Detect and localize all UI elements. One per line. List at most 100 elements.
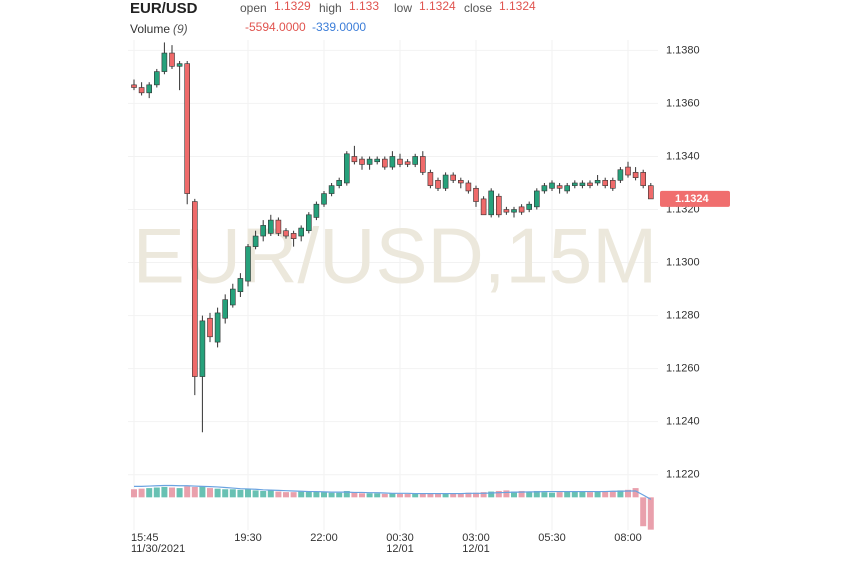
candle-body — [351, 156, 358, 163]
volume-bar — [526, 491, 533, 498]
candle-body — [632, 172, 639, 178]
volume-bar — [594, 491, 601, 498]
legend-value: 1.1324 — [419, 0, 456, 13]
candle-body — [579, 182, 586, 186]
volume-bar — [640, 497, 647, 527]
candle-body — [617, 169, 624, 181]
y-tick-label: 1.1380 — [666, 44, 700, 56]
candle-body — [214, 312, 221, 343]
y-tick-label: 1.1260 — [666, 363, 700, 375]
candle-body — [252, 235, 259, 247]
volume-bar — [207, 488, 213, 498]
candle-body — [389, 156, 396, 168]
volume-bar — [450, 493, 457, 498]
volume-bar — [511, 491, 517, 498]
volume-bar — [564, 491, 571, 498]
volume-bar — [283, 492, 289, 498]
candle-body — [419, 156, 426, 173]
volume-bar — [222, 489, 229, 498]
volume-bar — [161, 486, 168, 498]
volume-bar — [153, 487, 160, 498]
volume-bar — [397, 493, 403, 498]
volume-period: (9) — [173, 22, 188, 36]
candle-body — [176, 63, 183, 67]
volume-bar — [412, 493, 419, 498]
candle-body — [488, 190, 495, 216]
candle-body — [199, 320, 206, 377]
x-date-label: 12/01 — [462, 543, 490, 555]
candle-body — [366, 158, 373, 165]
candle-body — [602, 180, 609, 186]
volume-bar — [260, 490, 267, 498]
legend-label: open — [240, 1, 267, 15]
legend-value: 1.1329 — [274, 0, 311, 13]
volume-bar — [245, 488, 251, 498]
candle-body — [336, 180, 343, 186]
candle-body — [412, 156, 419, 165]
candle-body — [473, 187, 479, 202]
y-tick-label: 1.1220 — [666, 469, 700, 481]
volume-bar — [199, 486, 206, 498]
x-date-label: 12/01 — [386, 543, 414, 555]
volume-bar — [419, 493, 426, 498]
volume-bar — [138, 488, 145, 498]
volume-bar — [488, 491, 495, 498]
candle-body — [435, 180, 441, 189]
volume-ma-line — [134, 484, 652, 500]
candle-body — [594, 180, 601, 184]
volume-bar — [587, 492, 593, 498]
volume-bar — [298, 491, 305, 498]
volume-bar — [533, 490, 540, 498]
y-tick-label: 1.1280 — [666, 309, 700, 321]
legend-value: 1.1324 — [499, 0, 536, 13]
volume-bar — [366, 493, 373, 498]
volume-bar — [632, 488, 639, 498]
volume-bar — [267, 490, 274, 498]
candle-body — [526, 203, 533, 210]
candle-body — [275, 219, 282, 234]
x-tick-label: 00:30 — [386, 532, 414, 544]
volume-bar — [609, 490, 616, 498]
candle-body — [169, 52, 175, 67]
candle-body — [321, 193, 327, 205]
candle-body — [222, 299, 228, 319]
volume-bar — [290, 492, 297, 498]
volume-bar — [351, 492, 358, 498]
candle-body — [503, 209, 510, 213]
candle-body — [359, 158, 365, 165]
volume-bar — [503, 490, 510, 498]
volume-bar — [571, 491, 578, 498]
candle-body — [397, 158, 403, 165]
legend-value: 1.133 — [349, 0, 379, 13]
candle-body — [290, 233, 297, 239]
candle-body — [131, 84, 137, 88]
volume-bar — [404, 493, 411, 498]
candle-body — [230, 288, 236, 306]
candle-body — [192, 201, 198, 377]
candle-body — [184, 63, 190, 194]
candle-body — [381, 158, 388, 168]
candle-body — [343, 153, 350, 184]
volume-bar — [427, 493, 434, 498]
candle-body — [404, 161, 411, 165]
candle-body — [457, 180, 464, 184]
candle-body — [518, 206, 525, 213]
candle-body — [556, 185, 563, 189]
candle-body — [237, 278, 244, 293]
x-tick-label: 22:00 — [310, 532, 338, 544]
x-tick-label: 05:30 — [538, 532, 566, 544]
watermark: EUR/USD,15M — [133, 212, 657, 300]
candle-body — [328, 185, 335, 194]
volume-bar — [556, 492, 563, 498]
volume-bar — [359, 493, 365, 498]
x-tick-label: 03:00 — [462, 532, 490, 544]
candle-body — [609, 180, 616, 189]
volume-bar — [336, 492, 343, 498]
volume-bar — [184, 486, 191, 498]
legend-label: high — [319, 1, 342, 15]
candle-body — [298, 227, 305, 237]
candle-body — [245, 246, 251, 282]
volume-bar — [602, 490, 609, 498]
volume-bar — [214, 488, 221, 498]
